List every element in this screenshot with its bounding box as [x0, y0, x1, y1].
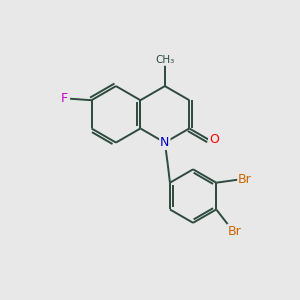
- Text: CH₃: CH₃: [155, 55, 175, 65]
- Text: O: O: [209, 133, 219, 146]
- Text: N: N: [160, 136, 170, 149]
- Text: F: F: [61, 92, 68, 105]
- Text: Br: Br: [228, 225, 242, 238]
- Text: Br: Br: [238, 173, 252, 186]
